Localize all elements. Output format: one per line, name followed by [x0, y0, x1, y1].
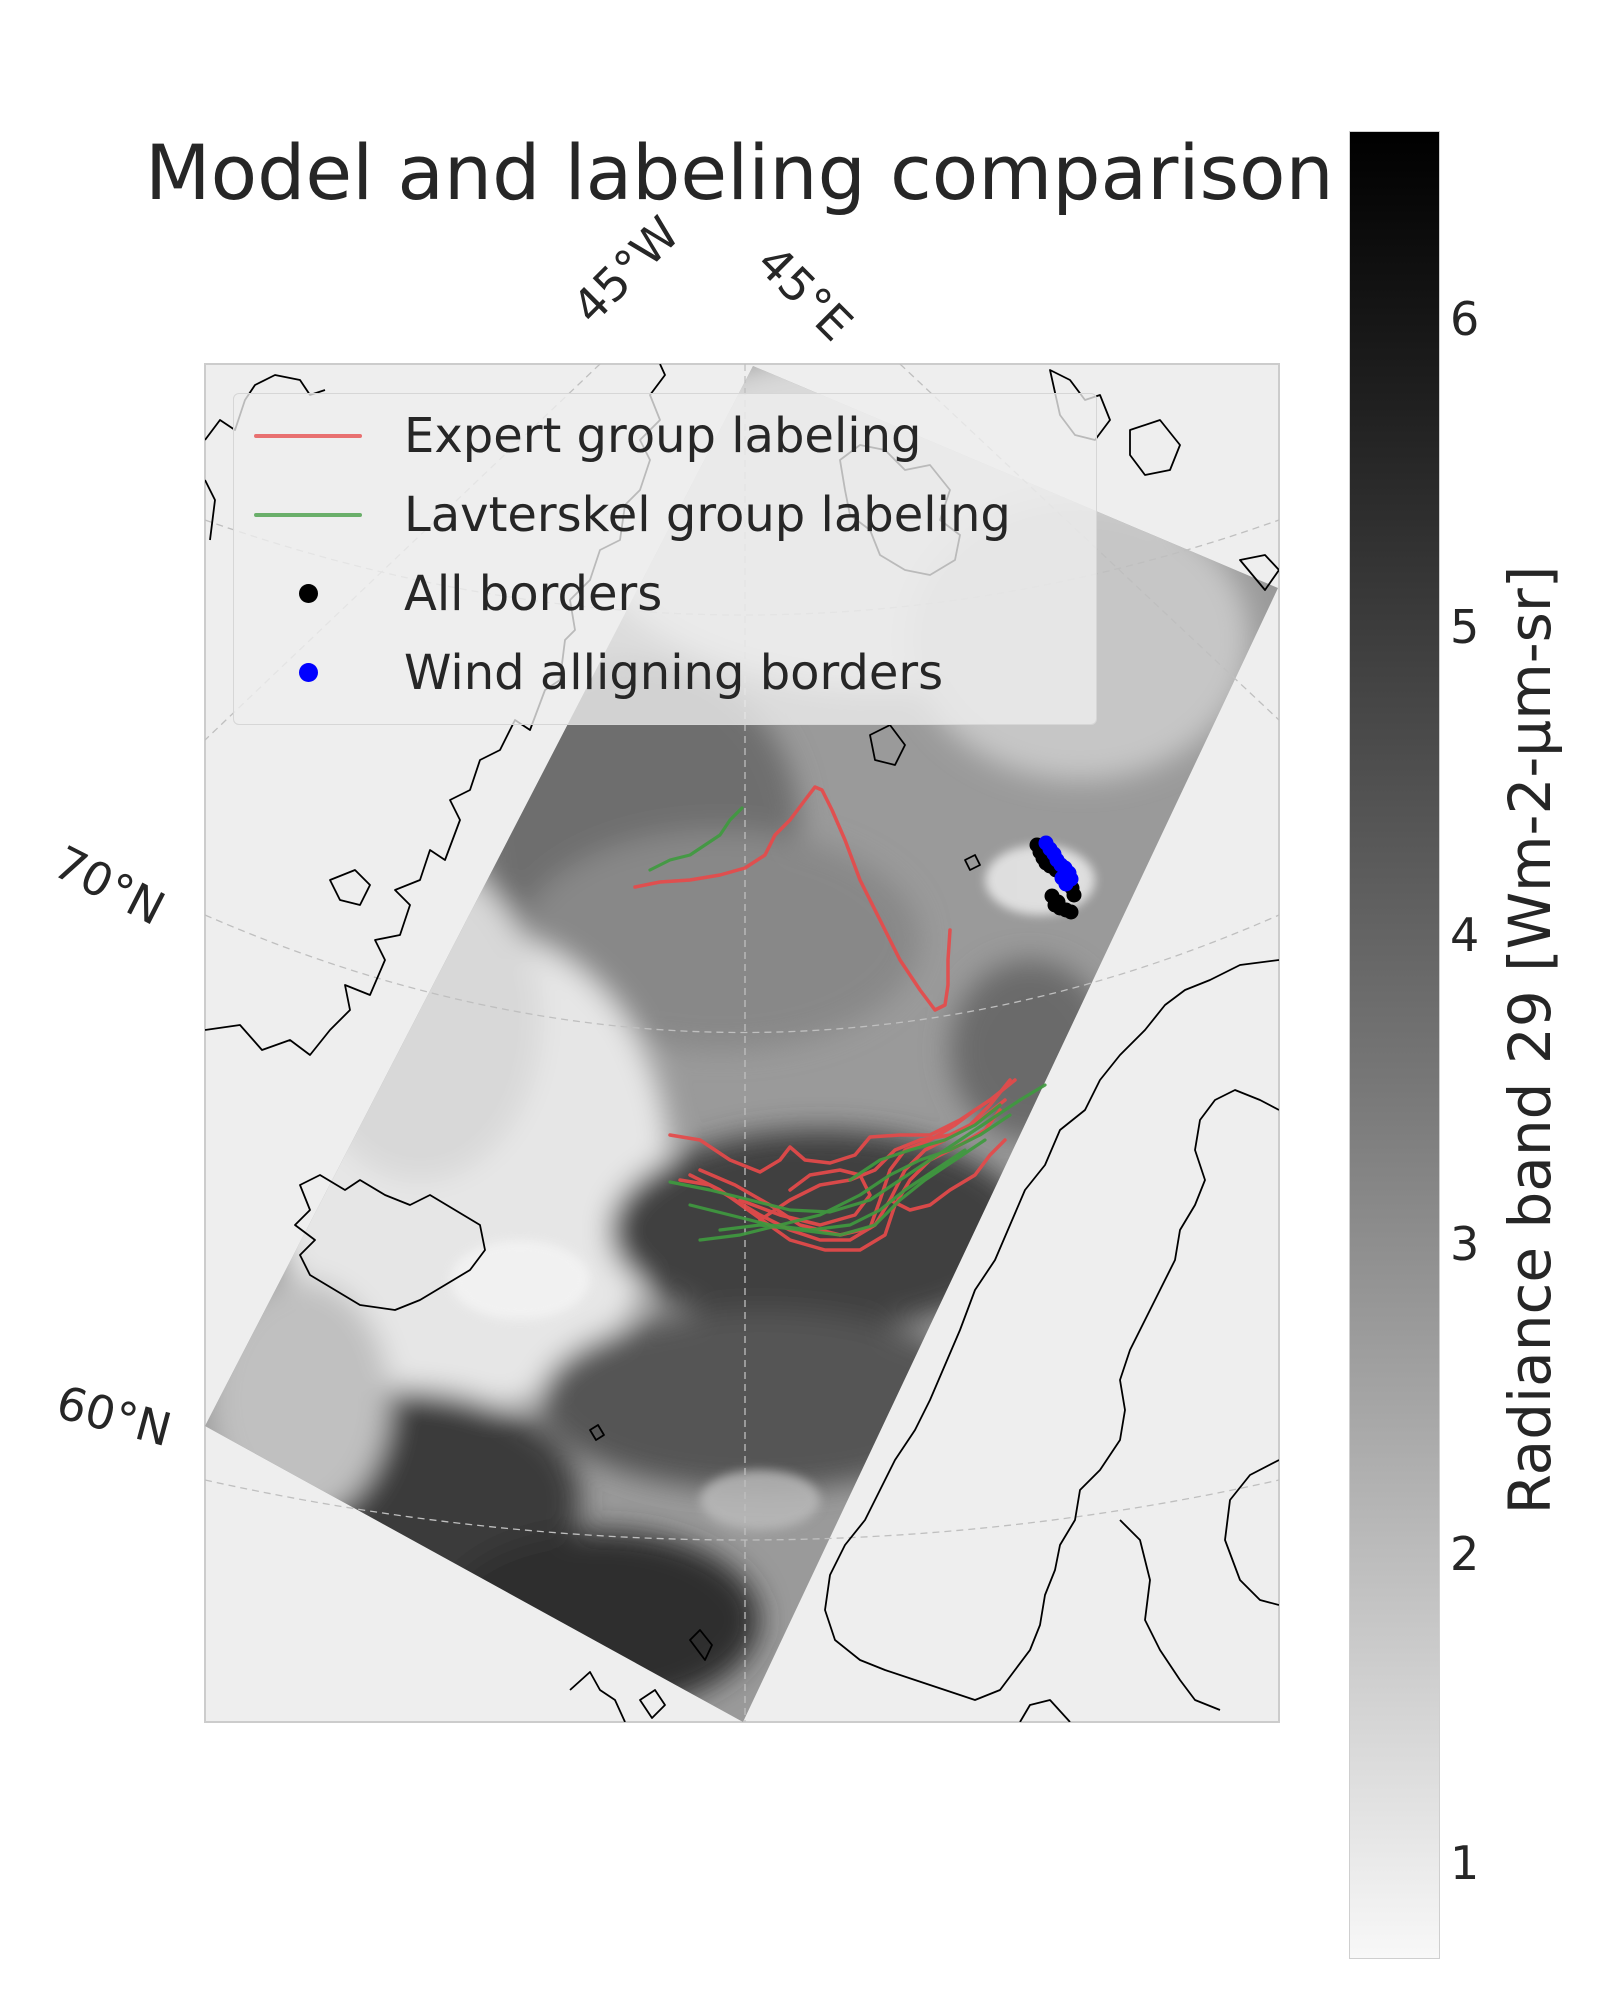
colorbar-tick-5: 5 [1450, 600, 1480, 654]
iceland-coast [294, 1174, 486, 1311]
colorbar-tick-2: 2 [1450, 1527, 1480, 1581]
legend-item-all-borders: All borders [234, 564, 1096, 624]
scandinavia-coast [824, 959, 1279, 1701]
legend-swatch-expert [254, 434, 362, 438]
legend-item-wind-borders: Wind alligning borders [234, 643, 1096, 703]
colorbar-label: Radiance band 29 [Wm-2-µm-sr] [1496, 565, 1564, 1515]
colorbar-tick-6: 6 [1450, 292, 1480, 346]
legend-label-all-borders: All borders [404, 566, 663, 622]
legend-swatch-lavterskel [254, 513, 362, 517]
legend-swatch-wind-borders [299, 663, 318, 682]
legend-label-lavterskel: Lavterskel group labeling [404, 487, 1011, 543]
legend-label-expert: Expert group labeling [404, 408, 922, 464]
legend-item-lavterskel: Lavterskel group labeling [234, 485, 1096, 545]
wind-aligning-borders-points [1038, 835, 1079, 892]
colorbar-tick-1: 1 [1450, 1836, 1480, 1890]
legend-swatch-all-borders [299, 584, 318, 603]
colorbar [1349, 131, 1440, 1959]
legend-item-expert: Expert group labeling [234, 406, 1096, 466]
colorbar-tick-4: 4 [1450, 908, 1480, 962]
chart-title: Model and labeling comparison [145, 128, 1334, 217]
legend-label-wind-borders: Wind alligning borders [404, 645, 944, 701]
lavterskel-labeling-lines [648, 806, 1047, 1242]
legend: Expert group labeling Lavterskel group l… [233, 393, 1097, 725]
colorbar-tick-3: 3 [1450, 1217, 1480, 1271]
